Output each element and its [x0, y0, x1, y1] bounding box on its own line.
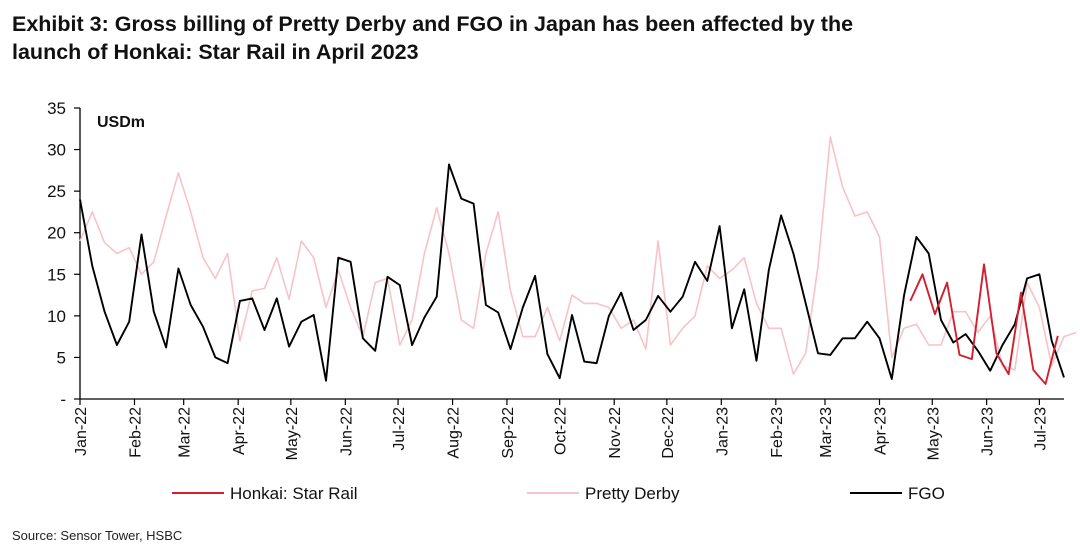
y-tick-label: 15 [47, 265, 66, 284]
x-tick-label-jan-22: Jan-22 [73, 407, 90, 456]
x-tick-label-sep-22: Sep-22 [500, 407, 517, 459]
legend: Honkai: Star Rail Pretty Derby FGO [172, 484, 945, 503]
y-tick-label: 30 [47, 141, 66, 160]
y-tick-label: - [60, 390, 66, 409]
series-line-honkai-star-rail [909, 263, 1059, 385]
x-tick-label-jun-23: Jun-23 [980, 407, 997, 456]
y-axis-ticks: - 5 10 15 20 25 30 35 [47, 99, 80, 409]
y-tick-label: 35 [47, 99, 66, 118]
x-tick-label-jan-23: Jan-23 [714, 407, 731, 456]
y-tick-label: 25 [47, 182, 66, 201]
legend-label-pretty-derby: Pretty Derby [585, 484, 680, 503]
x-tick-label-nov-22: Nov-22 [607, 407, 624, 459]
x-tick-label-jun-22: Jun-22 [338, 407, 355, 456]
chart-title-line-2: launch of Honkai: Star Rail in April 202… [12, 40, 419, 64]
y-tick-label: 5 [57, 348, 66, 367]
legend-label-fgo: FGO [908, 484, 945, 503]
x-axis-ticks: Jan-22 Feb-22 Mar-22 Apr-22 May-22 Jun-22 Jul-… [73, 399, 1049, 460]
x-tick-label-aug-22: Aug-22 [446, 407, 463, 459]
x-tick-label-jul-22: Jul-22 [391, 407, 408, 451]
line-chart: - 5 10 15 20 25 30 35 Jan-22 Feb-22 Mar-22 Apr-22 M… [47, 99, 1077, 503]
x-tick-label-oct-22: Oct-22 [553, 407, 570, 455]
series-line-pretty-derby [79, 136, 1077, 375]
x-tick-label-mar-22: Mar-22 [177, 407, 194, 458]
x-tick-label-apr-22: Apr-22 [231, 407, 248, 455]
x-tick-label-jul-23: Jul-23 [1032, 407, 1049, 451]
y-tick-label: 20 [47, 224, 66, 243]
x-tick-label-may-22: May-22 [284, 407, 301, 460]
x-tick-label-mar-23: Mar-23 [818, 407, 835, 458]
x-tick-label-may-23: May-23 [925, 407, 942, 460]
y-axis-unit-label: USDm [97, 114, 145, 131]
series-lines [79, 136, 1077, 385]
y-tick-label: 10 [47, 307, 66, 326]
x-tick-label-apr-23: Apr-23 [873, 407, 890, 455]
x-tick-label-dec-22: Dec-22 [660, 407, 677, 459]
chart-title-line-1: Exhibit 3: Gross billing of Pretty Derby… [12, 12, 854, 36]
x-tick-label-feb-23: Feb-23 [769, 407, 786, 458]
legend-label-honkai-star-rail: Honkai: Star Rail [230, 484, 358, 503]
chart-title: Exhibit 3: Gross billing of Pretty Derby… [12, 10, 1072, 66]
series-line-fgo [79, 163, 1065, 382]
source-note: Source: Sensor Tower, HSBC [12, 528, 183, 543]
x-tick-label-feb-22: Feb-22 [127, 407, 144, 458]
